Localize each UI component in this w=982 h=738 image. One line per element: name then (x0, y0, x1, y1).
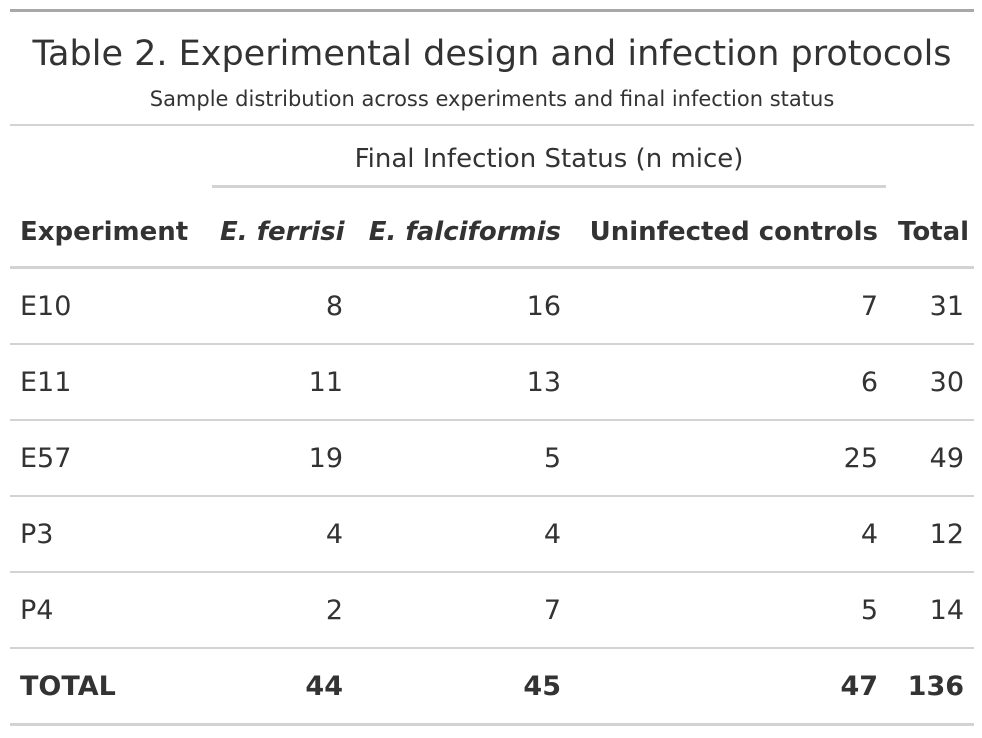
cell-total: 31 (888, 267, 975, 345)
cell-uninfected: 5 (571, 572, 889, 649)
heading-rule (10, 124, 974, 126)
cell-e-ferrisi: 8 (210, 267, 353, 345)
spanner-empty-cell (888, 126, 974, 198)
top-rule (10, 9, 974, 12)
column-header-e-ferrisi: E. ferrisi (210, 198, 353, 269)
total-total: 136 (888, 648, 975, 726)
total-label: TOTAL (10, 648, 210, 726)
table-row: E11 11 13 6 30 (10, 344, 975, 421)
spanner-row: Final Infection Status (n mice) (10, 126, 974, 198)
cell-total: 14 (888, 572, 975, 649)
cell-uninfected: 25 (571, 420, 889, 497)
cell-total: 49 (888, 420, 975, 497)
column-header-uninfected-controls: Uninfected controls (571, 198, 889, 269)
cell-experiment: P3 (10, 496, 210, 573)
spanner-cell: Final Infection Status (n mice) (210, 126, 888, 198)
cell-e-ferrisi: 19 (210, 420, 353, 497)
cell-e-falciformis: 16 (353, 267, 571, 345)
column-header-e-falciformis: E. falciformis (353, 198, 571, 269)
cell-e-falciformis: 5 (353, 420, 571, 497)
cell-total: 30 (888, 344, 975, 421)
column-header-experiment: Experiment (10, 198, 210, 269)
cell-uninfected: 6 (571, 344, 889, 421)
column-header-e-ferrisi-label: E. ferrisi (220, 217, 345, 247)
cell-e-falciformis: 4 (353, 496, 571, 573)
cell-total: 12 (888, 496, 975, 573)
cell-experiment: E10 (10, 267, 210, 345)
cell-experiment: E57 (10, 420, 210, 497)
column-header-e-falciformis-label: E. falciformis (368, 217, 561, 247)
total-e-ferrisi: 44 (210, 648, 353, 726)
table-row: E57 19 5 25 49 (10, 420, 975, 497)
cell-e-ferrisi: 4 (210, 496, 353, 573)
cell-experiment: E11 (10, 344, 210, 421)
total-uninfected: 47 (571, 648, 889, 726)
cell-e-falciformis: 7 (353, 572, 571, 649)
cell-experiment: P4 (10, 572, 210, 649)
table-row: E10 8 16 7 31 (10, 267, 975, 345)
table-row: P3 4 4 4 12 (10, 496, 975, 573)
total-row: TOTAL 44 45 47 136 (10, 648, 975, 726)
column-header-row: Experiment E. ferrisi E. falciformis Uni… (10, 198, 975, 269)
table-subtitle: Sample distribution across experiments a… (149, 87, 835, 111)
cell-uninfected: 4 (571, 496, 889, 573)
cell-e-ferrisi: 2 (210, 572, 353, 649)
table-container: Table 2. Experimental design and infecti… (10, 9, 975, 726)
cell-uninfected: 7 (571, 267, 889, 345)
table-row: P4 2 7 5 14 (10, 572, 975, 649)
total-e-falciformis: 45 (353, 648, 571, 726)
table-title: Table 2. Experimental design and infecti… (32, 34, 952, 74)
column-header-total: Total (888, 198, 975, 269)
cell-e-falciformis: 13 (353, 344, 571, 421)
cell-e-ferrisi: 11 (210, 344, 353, 421)
infection-table: Final Infection Status (n mice) Experime… (10, 126, 975, 726)
spanner-empty-cell (10, 126, 210, 198)
spanner-label: Final Infection Status (n mice) (212, 143, 887, 188)
